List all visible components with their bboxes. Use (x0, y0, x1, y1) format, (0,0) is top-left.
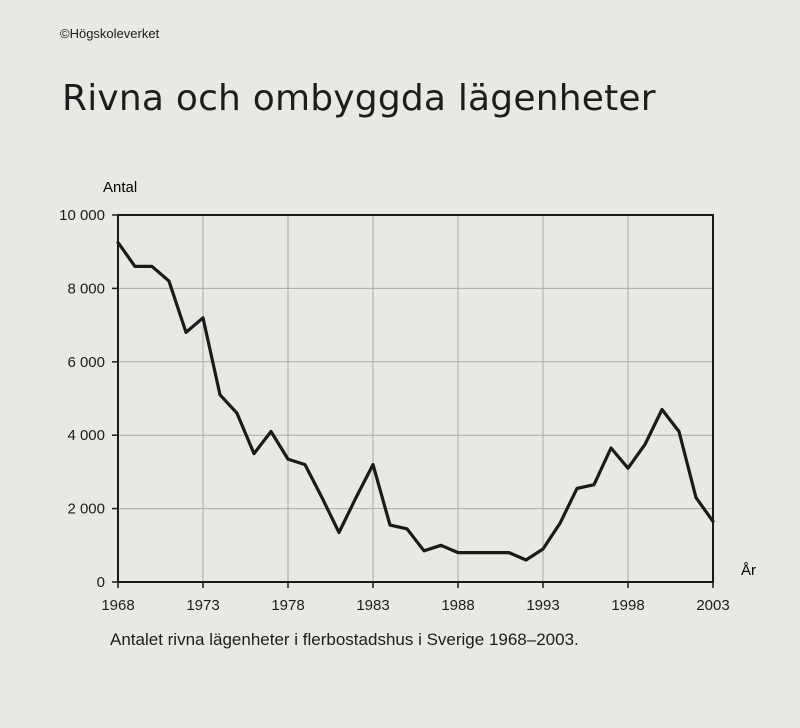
x-tick-label: 1973 (186, 597, 219, 614)
y-tick-label: 6 000 (67, 354, 105, 371)
x-tick-label: 1998 (611, 597, 644, 614)
x-tick-label: 1988 (441, 597, 474, 614)
x-tick-label: 1978 (271, 597, 304, 614)
chart-grid (118, 215, 713, 582)
y-tick-label: 4 000 (67, 427, 105, 444)
y-tick-label: 2 000 (67, 501, 105, 518)
x-axis-ticks: 1968 1973 1978 1983 1988 1993 1998 2003 (101, 582, 730, 614)
y-tick-label: 0 (97, 574, 105, 591)
y-axis-ticks: 0 2 000 4 000 6 000 8 000 10 000 (59, 207, 118, 591)
copyright-notice: ©Högskoleverket (60, 26, 160, 41)
chart-series (116, 240, 715, 562)
chart-frame (117, 214, 714, 583)
x-tick-label: 1993 (526, 597, 559, 614)
x-tick-label: 1983 (356, 597, 389, 614)
series-line (116, 240, 715, 562)
chart-caption: Antalet rivna lägenheter i flerbostadshu… (110, 630, 579, 649)
page-title: Rivna och ombyggda lägenheter (62, 78, 656, 119)
y-tick-label: 8 000 (67, 280, 105, 297)
x-axis-label: År (741, 562, 756, 579)
x-tick-label: 1968 (101, 597, 134, 614)
x-tick-label: 2003 (696, 597, 729, 614)
y-tick-label: 10 000 (59, 207, 105, 224)
y-axis-label: Antal (103, 179, 137, 196)
